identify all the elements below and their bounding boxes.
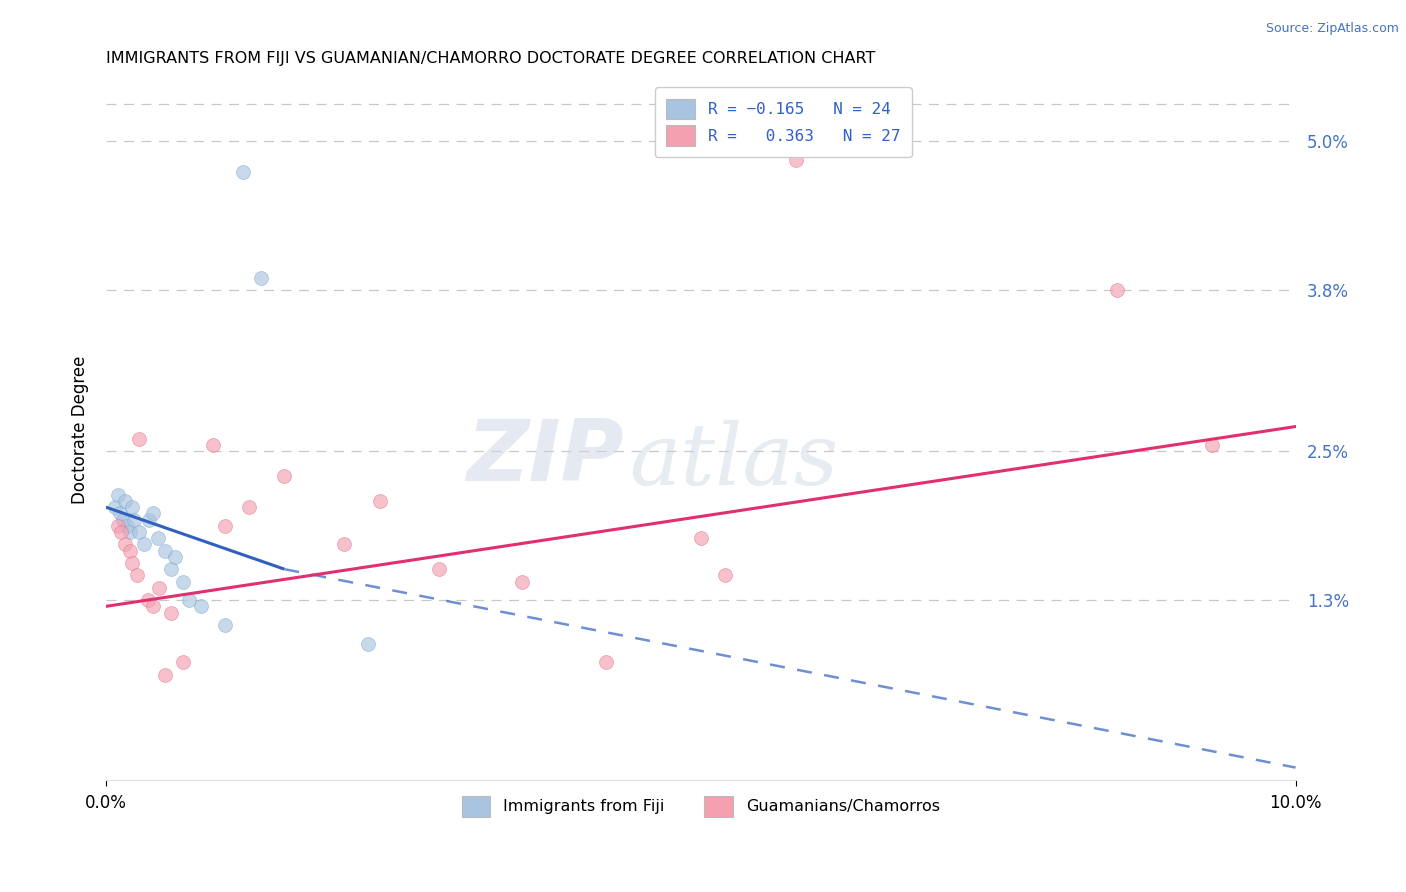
- Point: [273, 469, 295, 483]
- Point: [163, 549, 186, 564]
- Point: [214, 518, 236, 533]
- Point: [107, 488, 129, 502]
- Point: [172, 574, 194, 589]
- Point: [142, 507, 165, 521]
- Point: [148, 581, 170, 595]
- Point: [128, 524, 150, 539]
- Point: [104, 500, 127, 515]
- Text: ZIP: ZIP: [465, 417, 623, 500]
- Point: [427, 562, 450, 576]
- Point: [108, 507, 131, 521]
- Point: [201, 438, 224, 452]
- Point: [160, 606, 183, 620]
- Point: [124, 512, 146, 526]
- Point: [160, 562, 183, 576]
- Point: [148, 531, 170, 545]
- Point: [785, 153, 807, 167]
- Point: [118, 524, 141, 539]
- Text: IMMIGRANTS FROM FIJI VS GUAMANIAN/CHAMORRO DOCTORATE DEGREE CORRELATION CHART: IMMIGRANTS FROM FIJI VS GUAMANIAN/CHAMOR…: [105, 51, 876, 66]
- Point: [1107, 283, 1129, 297]
- Point: [179, 593, 201, 607]
- Point: [232, 165, 254, 179]
- Point: [118, 543, 141, 558]
- Legend: Immigrants from Fiji, Guamanians/Chamorros: Immigrants from Fiji, Guamanians/Chamorr…: [454, 788, 948, 824]
- Point: [356, 636, 378, 650]
- Point: [138, 512, 160, 526]
- Point: [107, 518, 129, 533]
- Y-axis label: Doctorate Degree: Doctorate Degree: [72, 356, 89, 504]
- Text: atlas: atlas: [630, 420, 838, 502]
- Point: [1201, 438, 1223, 452]
- Point: [238, 500, 260, 515]
- Point: [121, 556, 143, 570]
- Point: [114, 494, 136, 508]
- Point: [155, 667, 177, 681]
- Point: [172, 655, 194, 669]
- Point: [368, 494, 391, 508]
- Point: [117, 518, 139, 533]
- Point: [249, 270, 271, 285]
- Point: [190, 599, 212, 614]
- Point: [110, 524, 132, 539]
- Point: [136, 593, 159, 607]
- Point: [155, 543, 177, 558]
- Point: [121, 500, 143, 515]
- Point: [125, 568, 148, 582]
- Point: [114, 537, 136, 551]
- Point: [214, 618, 236, 632]
- Point: [510, 574, 533, 589]
- Point: [689, 531, 711, 545]
- Text: Source: ZipAtlas.com: Source: ZipAtlas.com: [1265, 22, 1399, 36]
- Point: [142, 599, 165, 614]
- Point: [111, 512, 134, 526]
- Point: [713, 568, 735, 582]
- Point: [132, 537, 155, 551]
- Point: [128, 432, 150, 446]
- Point: [595, 655, 617, 669]
- Point: [333, 537, 356, 551]
